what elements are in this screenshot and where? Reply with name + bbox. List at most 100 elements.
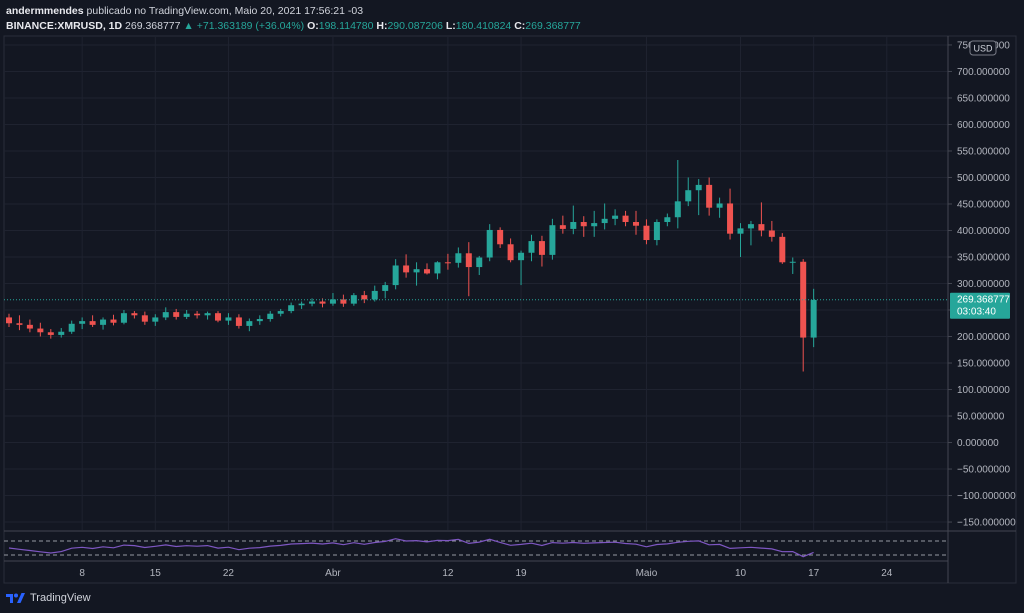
candle-body[interactable] — [695, 184, 702, 191]
candle-body[interactable] — [789, 261, 796, 263]
candle-body[interactable] — [173, 312, 180, 317]
symbol-label[interactable]: BINANCE:XMRUSD, 1D — [6, 20, 123, 32]
tradingview-brand[interactable]: TradingView — [30, 592, 91, 604]
candle-body[interactable] — [444, 262, 451, 264]
y-tick-label: 600.000000 — [957, 120, 1010, 131]
candle-body[interactable] — [392, 265, 399, 286]
candle-body[interactable] — [58, 331, 65, 335]
candle-body[interactable] — [633, 222, 639, 226]
candle-body[interactable] — [162, 312, 169, 318]
candle-body[interactable] — [215, 313, 221, 321]
candle-body[interactable] — [810, 299, 817, 338]
author-name[interactable]: andermmendes — [6, 5, 84, 17]
candle-body[interactable] — [382, 285, 389, 291]
candle-body[interactable] — [235, 317, 242, 326]
candle-body[interactable] — [403, 265, 410, 273]
candle-body[interactable] — [716, 203, 723, 208]
candle-body[interactable] — [685, 190, 692, 202]
candle-body[interactable] — [580, 222, 587, 227]
candle-body[interactable] — [340, 299, 347, 304]
candle-body[interactable] — [120, 313, 127, 323]
x-tick-label: 17 — [808, 568, 820, 579]
candle-body[interactable] — [664, 217, 671, 223]
publish-info: publicado no TradingView.com, Maio 20, 2… — [86, 5, 364, 17]
candle-body[interactable] — [225, 317, 232, 321]
x-tick-label: 19 — [515, 568, 527, 579]
tradingview-logo-icon[interactable] — [6, 592, 26, 604]
candle-body[interactable] — [779, 236, 786, 263]
candle-body[interactable] — [497, 229, 504, 245]
candle-body[interactable] — [424, 269, 430, 274]
candle-body[interactable] — [267, 313, 274, 320]
last-price: 269.368777 — [125, 20, 181, 32]
candle-body[interactable] — [591, 223, 598, 227]
high-value: 290.087206 — [387, 20, 443, 32]
candle-body[interactable] — [706, 184, 713, 208]
candle-body[interactable] — [89, 321, 96, 325]
candle-body[interactable] — [434, 262, 441, 274]
candle-body[interactable] — [319, 301, 326, 304]
y-tick-label: 300.000000 — [957, 279, 1010, 290]
candle-body[interactable] — [298, 303, 305, 306]
candle-body[interactable] — [47, 332, 54, 335]
candle-body[interactable] — [141, 315, 148, 322]
candle-body[interactable] — [622, 215, 629, 223]
x-tick-label: 15 — [150, 568, 162, 579]
y-tick-label: 200.000000 — [957, 332, 1010, 343]
time-axis[interactable]: 8 15 22 Abr 12 19 Maio 10 17 24 — [79, 568, 892, 579]
candle-body[interactable] — [329, 299, 336, 304]
candle-body[interactable] — [674, 201, 681, 218]
candle-body[interactable] — [194, 313, 201, 316]
candle-body[interactable] — [507, 244, 514, 261]
currency-badge[interactable]: USD — [969, 40, 997, 56]
candle-body[interactable] — [371, 290, 378, 300]
candle-body[interactable] — [737, 228, 744, 234]
candle-body[interactable] — [570, 222, 577, 229]
candle-body[interactable] — [538, 241, 545, 255]
candle-body[interactable] — [465, 253, 472, 268]
candle-body[interactable] — [152, 317, 159, 322]
candle-body[interactable] — [37, 328, 44, 333]
candle-body[interactable] — [758, 224, 765, 231]
price-axis[interactable]: 750.000000700.000000650.000000600.000000… — [948, 40, 1016, 529]
candle-body[interactable] — [68, 323, 75, 332]
candle-body[interactable] — [528, 241, 535, 253]
candle-body[interactable] — [747, 224, 754, 229]
candle-body[interactable] — [601, 218, 608, 224]
candle-body[interactable] — [16, 323, 23, 325]
candle-body[interactable] — [131, 313, 138, 316]
publish-line: andermmendes publicado no TradingView.co… — [6, 4, 1016, 18]
candle-body[interactable] — [413, 269, 420, 273]
candle-body[interactable] — [549, 225, 556, 255]
candle-body[interactable] — [350, 295, 357, 304]
candle-body[interactable] — [361, 295, 368, 300]
low-value: 180.410824 — [455, 20, 512, 32]
candle-body[interactable] — [653, 222, 660, 241]
candle-body[interactable] — [486, 229, 493, 258]
candle-body[interactable] — [800, 261, 807, 338]
candle-body[interactable] — [455, 253, 462, 263]
candle-body[interactable] — [6, 317, 12, 324]
candle-body[interactable] — [110, 319, 117, 323]
candle-body[interactable] — [518, 252, 525, 261]
candle-body[interactable] — [183, 313, 190, 317]
candle-body[interactable] — [288, 305, 295, 312]
candle-body[interactable] — [612, 215, 619, 219]
x-tick-label: 10 — [735, 568, 747, 579]
candle-body[interactable] — [204, 313, 211, 316]
candle-body[interactable] — [277, 311, 284, 314]
candle-body[interactable] — [79, 321, 86, 324]
candle-body[interactable] — [26, 324, 33, 329]
candle-body[interactable] — [727, 203, 734, 234]
candle-body[interactable] — [643, 225, 650, 241]
candle-body[interactable] — [309, 301, 316, 304]
candle-body[interactable] — [246, 321, 253, 326]
y-tick-label: 100.000000 — [957, 385, 1010, 396]
candle-body[interactable] — [100, 319, 107, 325]
high-label: H: — [376, 20, 388, 32]
candle-body[interactable] — [476, 257, 483, 268]
candle-body[interactable] — [768, 230, 775, 237]
candle-body[interactable] — [559, 225, 566, 229]
candle-body[interactable] — [256, 319, 263, 322]
